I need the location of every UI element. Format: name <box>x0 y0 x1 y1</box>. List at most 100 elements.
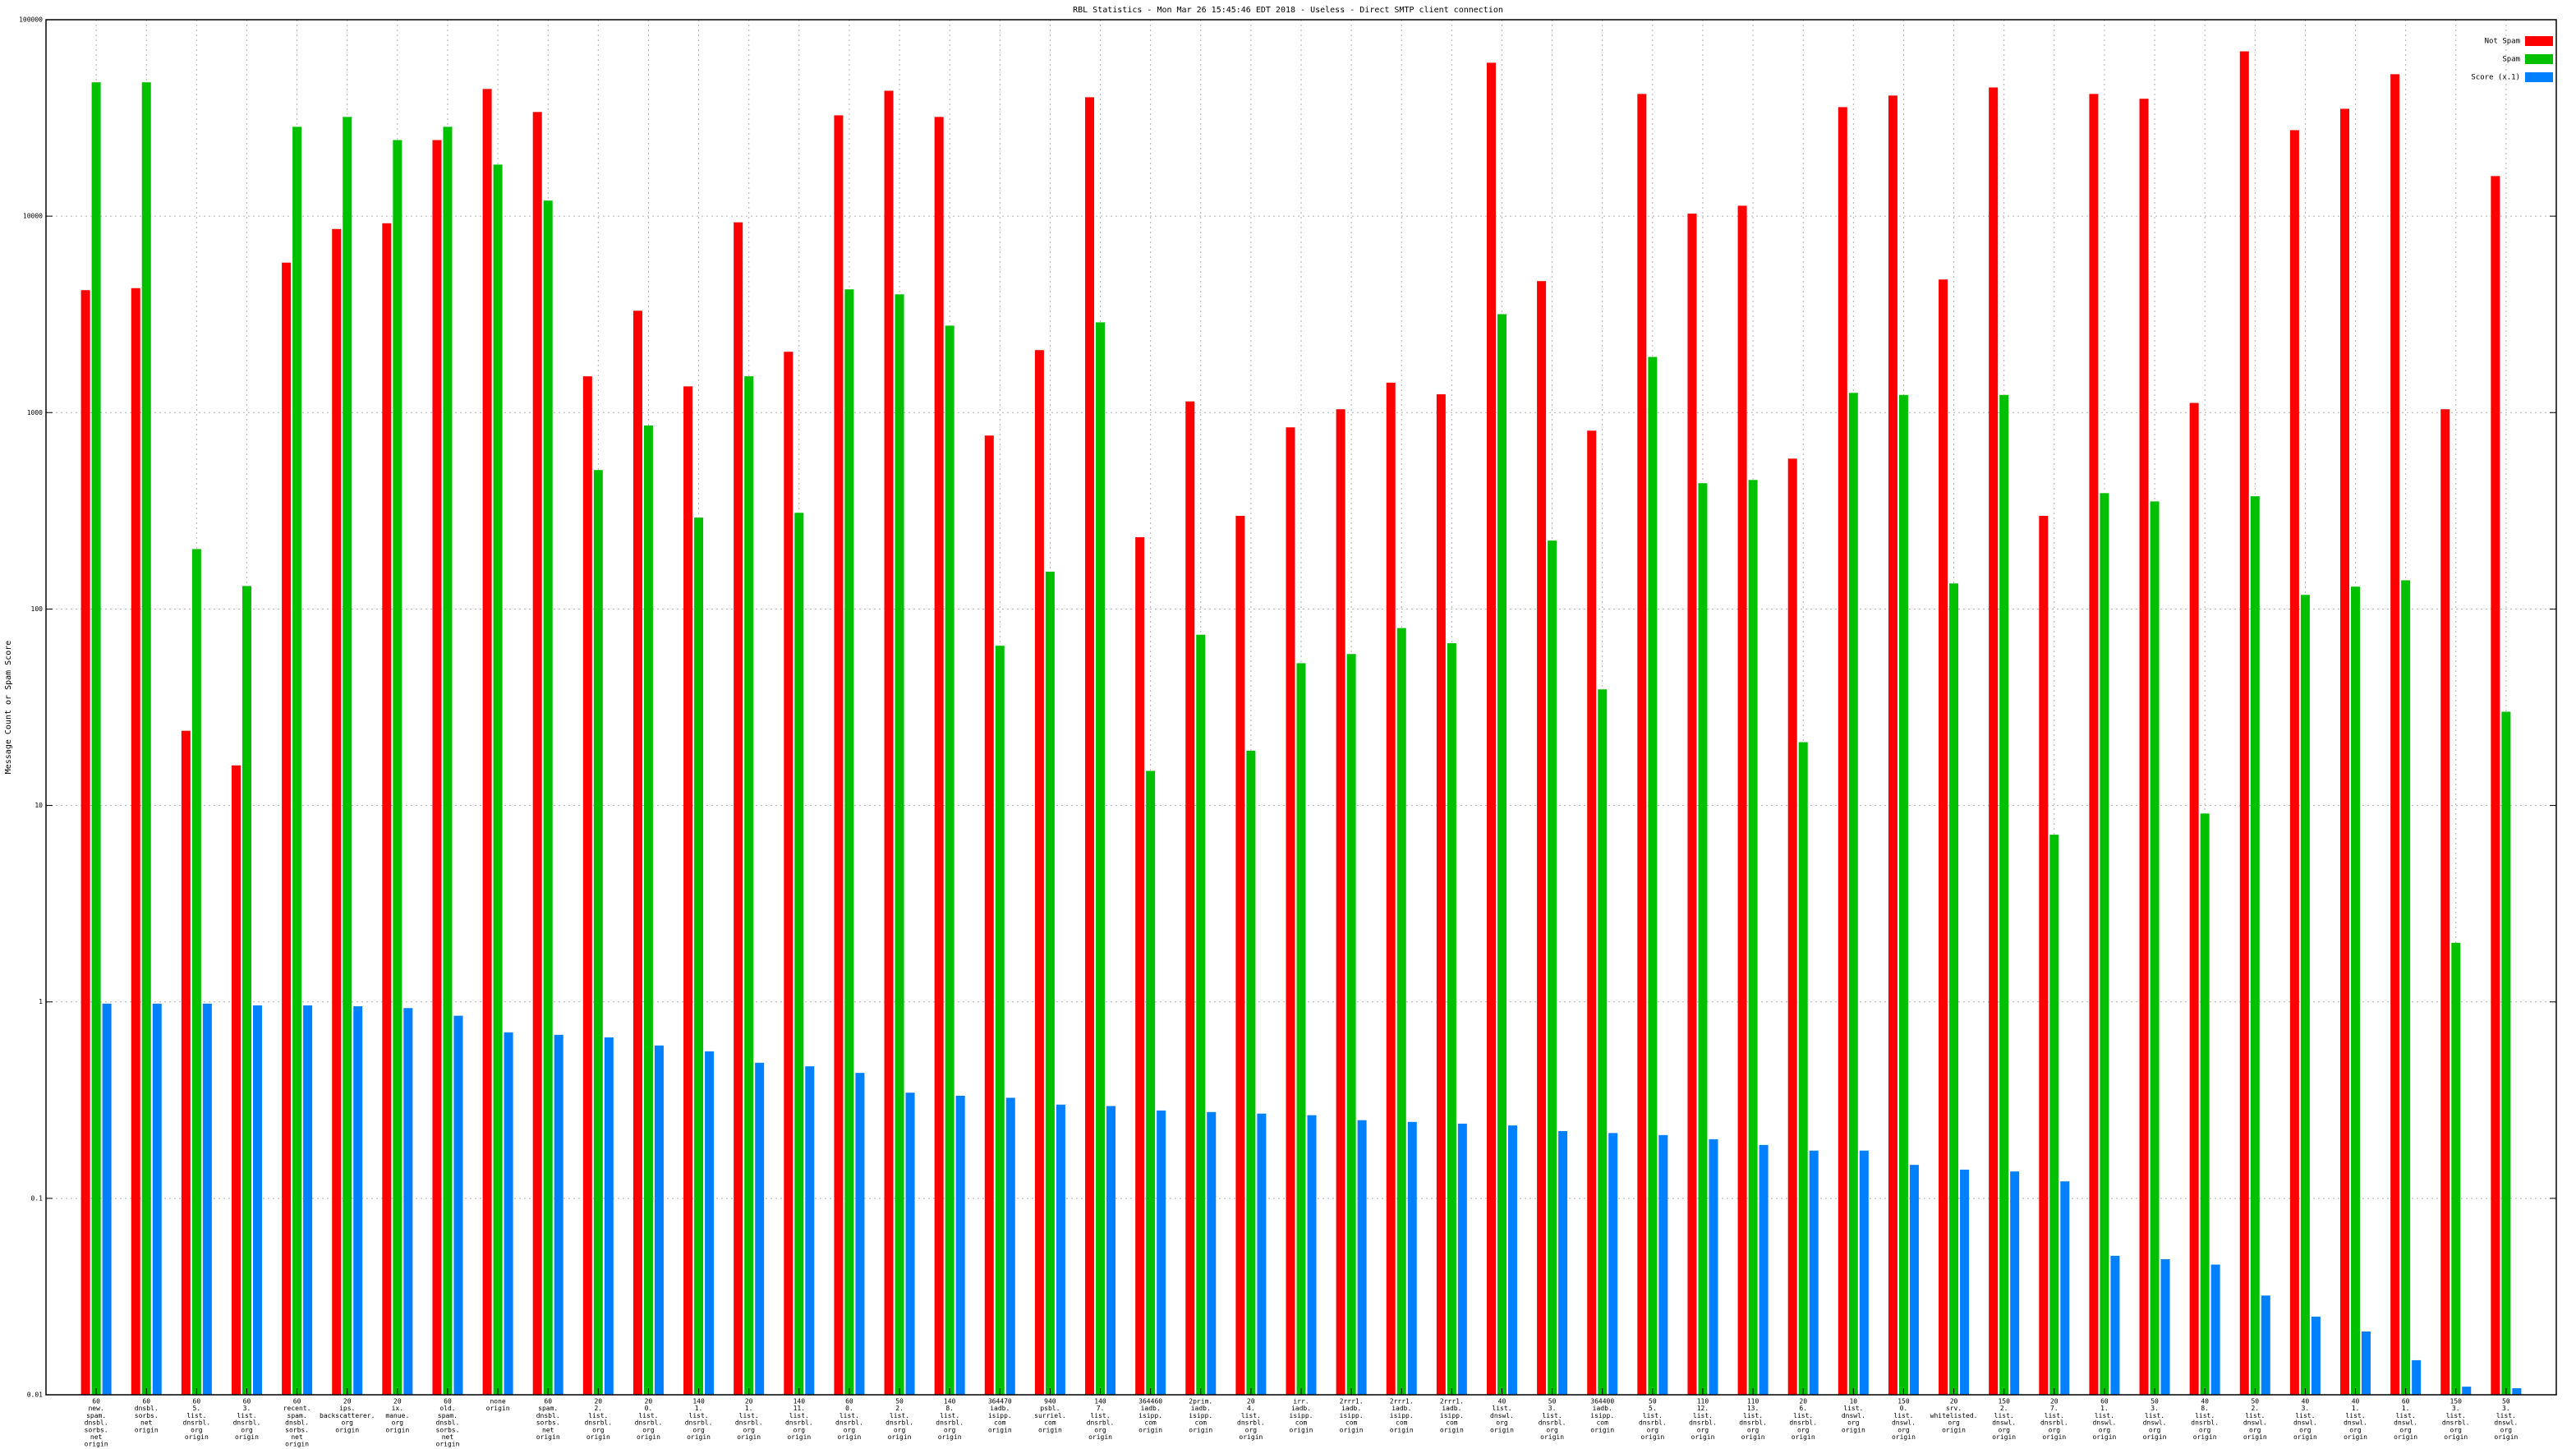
bar <box>2010 1171 2020 1395</box>
bar <box>1056 1104 1065 1395</box>
y-tick-label: 100000 <box>19 16 43 24</box>
x-tick-label: dnswl. <box>1842 1412 1865 1419</box>
bar <box>1296 663 1306 1395</box>
x-tick-label: org <box>1747 1426 1760 1433</box>
x-tick-label: list. <box>1090 1412 1110 1419</box>
x-tick-label: origin <box>737 1433 761 1441</box>
x-tick-label: origin <box>335 1426 359 1433</box>
bar <box>1157 1110 1166 1395</box>
bar <box>1548 540 1557 1395</box>
x-tick-label: org <box>1647 1426 1659 1433</box>
bar <box>855 1073 865 1395</box>
x-tick-label: origin <box>1088 1433 1112 1441</box>
x-tick-label: 50 <box>2502 1398 2510 1405</box>
bar <box>2440 409 2450 1396</box>
bar <box>1687 214 1697 1395</box>
bar <box>181 730 191 1395</box>
x-tick-label: 150 <box>2450 1398 2463 1405</box>
bar <box>332 228 342 1395</box>
x-tick-label: 1. <box>2402 1405 2410 1412</box>
x-tick-label: org <box>341 1419 353 1427</box>
y-tick-label: 0.01 <box>27 1392 43 1399</box>
x-tick-label: origin <box>1640 1433 1664 1441</box>
x-tick-label: list. <box>1492 1405 1511 1412</box>
bar <box>482 89 492 1396</box>
bar <box>2039 516 2049 1395</box>
x-tick-label: dnsbl. <box>135 1405 159 1412</box>
bar <box>2491 176 2500 1396</box>
bar <box>2049 835 2059 1395</box>
x-tick-label: sorbs. <box>436 1426 460 1433</box>
x-tick-label: list. <box>2295 1412 2315 1419</box>
x-tick-label: list. <box>1793 1412 1813 1419</box>
y-tick-label: 0.1 <box>31 1194 44 1202</box>
x-tick-label: 3. <box>2452 1405 2460 1412</box>
bar <box>202 1003 212 1395</box>
bar <box>2351 586 2361 1395</box>
x-tick-label: origin <box>235 1433 259 1441</box>
x-tick-label: srv. <box>1946 1405 1962 1412</box>
x-tick-label: dnswl. <box>2092 1419 2116 1427</box>
x-tick-label: 7. <box>2050 1405 2058 1412</box>
x-tick-label: irr. <box>1293 1398 1309 1405</box>
x-tick-label: isipp. <box>1290 1412 1313 1419</box>
bar <box>593 470 603 1395</box>
x-tick-label: 20 <box>1247 1398 1255 1405</box>
bar <box>493 164 503 1396</box>
bar <box>1537 281 1547 1395</box>
x-tick-label: 110 <box>1697 1398 1709 1405</box>
bar <box>1648 356 1658 1395</box>
x-tick-label: manue. <box>385 1412 409 1419</box>
x-tick-label: 5. <box>1649 1405 1657 1412</box>
bar <box>694 518 704 1396</box>
bar <box>2512 1388 2522 1395</box>
x-tick-label: 1. <box>2100 1405 2109 1412</box>
x-tick-label: org <box>692 1426 705 1433</box>
y-tick-label: 10 <box>34 802 43 809</box>
x-tick-label: origin <box>135 1426 159 1433</box>
x-tick-label: origin <box>285 1441 309 1448</box>
x-tick-label: 60 <box>193 1398 201 1405</box>
bar <box>1135 537 1145 1396</box>
x-tick-label: org <box>2149 1426 2161 1433</box>
bar <box>1999 394 2009 1396</box>
x-tick-label: list. <box>2195 1412 2215 1419</box>
x-tick-label: dnsrbl. <box>584 1419 612 1427</box>
bar <box>905 1092 915 1395</box>
bar <box>292 126 302 1395</box>
x-tick-label: dnsrbl. <box>1689 1419 1717 1427</box>
bar <box>2311 1316 2321 1395</box>
x-tick-label: 0. <box>845 1405 853 1412</box>
x-tick-label: list. <box>2245 1412 2265 1419</box>
y-tick-label: 1 <box>39 998 43 1005</box>
bar <box>2189 402 2199 1395</box>
x-tick-label: 20 <box>393 1398 402 1405</box>
x-tick-label: 7. <box>1097 1405 1105 1412</box>
x-tick-label: sorbs. <box>85 1426 108 1433</box>
x-tick-label: dnsrbl. <box>886 1419 913 1427</box>
x-tick-label: 50 <box>2150 1398 2159 1405</box>
bar <box>1246 750 1256 1395</box>
x-tick-label: dnsrbl. <box>685 1419 713 1427</box>
x-tick-label: 20 <box>1799 1398 1807 1405</box>
x-tick-label: origin <box>1390 1426 1414 1433</box>
x-tick-label: 50 <box>1649 1398 1657 1405</box>
bar <box>995 646 1005 1395</box>
x-tick-label: 10 <box>1849 1398 1857 1405</box>
x-tick-label: whitelisted. <box>1930 1412 1978 1419</box>
x-tick-label: 50 <box>2251 1398 2259 1405</box>
bar <box>1386 382 1396 1395</box>
x-tick-label: list. <box>2095 1412 2114 1419</box>
bar <box>1709 1138 1718 1395</box>
bar <box>152 1003 162 1395</box>
bar <box>2501 711 2511 1395</box>
bar <box>1257 1113 1267 1395</box>
bar <box>1235 516 1245 1395</box>
y-axis-label: Message Count or Spam Score <box>4 641 13 775</box>
bar <box>1196 634 1206 1395</box>
bar <box>1396 628 1406 1395</box>
x-tick-label: origin <box>637 1433 660 1441</box>
x-tick-label: none <box>490 1398 505 1405</box>
bar <box>2401 580 2411 1395</box>
bar <box>1848 393 1858 1395</box>
